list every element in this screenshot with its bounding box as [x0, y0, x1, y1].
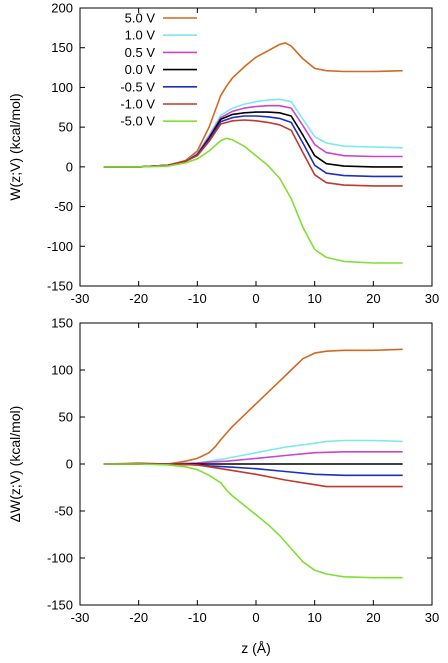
y-tick-label: 150 — [51, 316, 73, 331]
top-y-axis-label: W(z;V) (kcal/mol) — [7, 93, 23, 200]
x-tick-label: 0 — [252, 610, 259, 625]
x-tick-label: -20 — [129, 610, 148, 625]
x-tick-label: 0 — [252, 291, 259, 306]
y-tick-label: 100 — [51, 363, 73, 378]
series-line-5p0V — [103, 348, 403, 465]
legend-label-neg5p0V: -5.0 V — [120, 114, 155, 129]
y-tick-label: 0 — [66, 457, 73, 472]
series-line-neg5p0V — [103, 137, 403, 264]
x-tick-label: -30 — [71, 610, 90, 625]
y-tick-label: -150 — [47, 598, 73, 613]
series-line-5p0V — [103, 42, 403, 168]
y-tick-label: -100 — [47, 551, 73, 566]
x-tick-label: 10 — [307, 610, 321, 625]
series-line-neg5p0V — [103, 463, 403, 579]
legend-label-0p5V: 0.5 V — [125, 45, 156, 60]
legend-label-neg0p5V: -0.5 V — [120, 79, 155, 94]
series-line-neg1p0V — [103, 463, 403, 488]
y-tick-label: 50 — [59, 410, 73, 425]
y-tick-label: -150 — [47, 279, 73, 294]
x-tick-label: -20 — [129, 291, 148, 306]
x-tick-label: 10 — [307, 291, 321, 306]
x-tick-label: -10 — [188, 291, 207, 306]
x-tick-label: 30 — [425, 291, 439, 306]
x-tick-label: 20 — [366, 610, 380, 625]
legend-label-5p0V: 5.0 V — [125, 11, 156, 26]
y-tick-label: 150 — [51, 40, 73, 55]
y-tick-label: 200 — [51, 1, 73, 16]
x-tick-label: 30 — [425, 610, 439, 625]
y-tick-label: 0 — [66, 159, 73, 174]
legend-label-1p0V: 1.0 V — [125, 28, 156, 43]
y-tick-label: 100 — [51, 80, 73, 95]
bottom-y-axis-label: ΔW(z;V) (kcal/mol) — [7, 406, 23, 523]
y-tick-label: -50 — [54, 504, 73, 519]
series-line-neg1p0V — [103, 119, 403, 187]
y-tick-label: -50 — [54, 199, 73, 214]
y-tick-label: -100 — [47, 239, 73, 254]
legend-label-0p0V: 0.0 V — [125, 62, 156, 77]
x-tick-label: -10 — [188, 610, 207, 625]
top-chart-panel: -30 -20 -10 0 10 20 30-150-100-500501001502005… — [47, 1, 439, 307]
legend-label-neg1p0V: -1.0 V — [120, 97, 155, 112]
y-tick-label: 50 — [59, 120, 73, 135]
x-axis-label: z (Å) — [241, 640, 271, 656]
x-tick-label: 20 — [366, 291, 380, 306]
x-tick-label: -30 — [71, 291, 90, 306]
